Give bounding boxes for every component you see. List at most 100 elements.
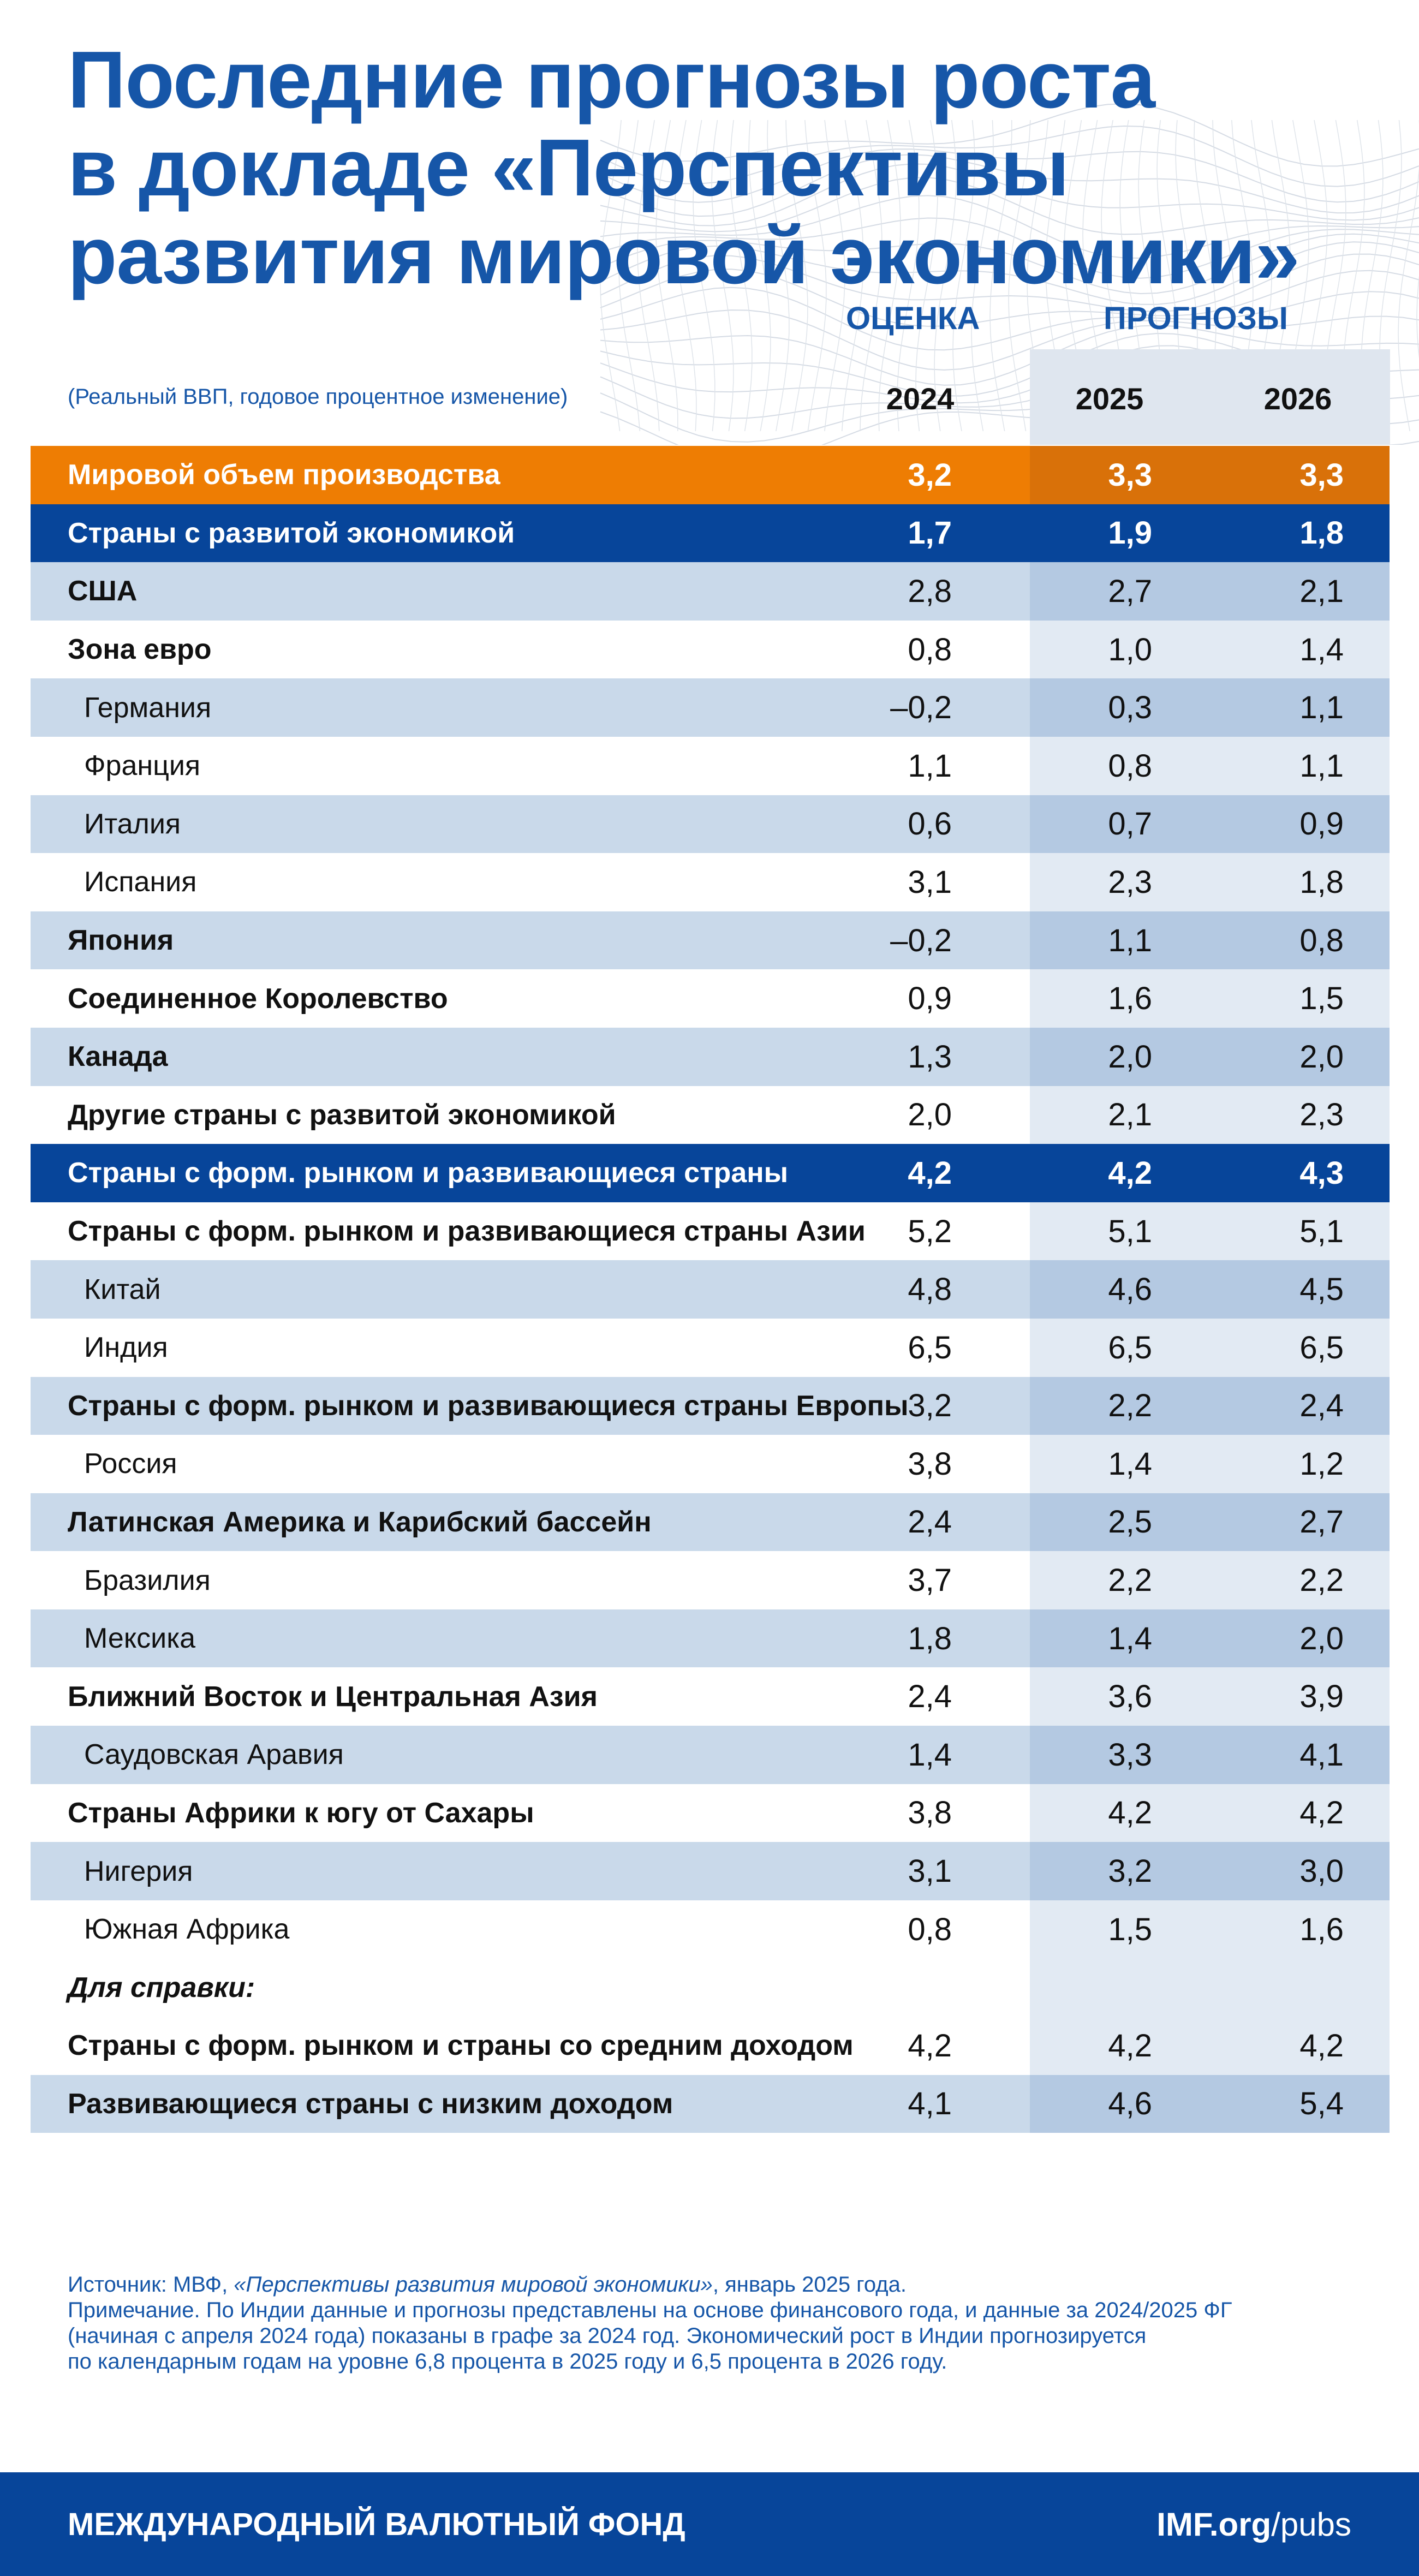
row-label: Китай (84, 1273, 161, 1305)
value-2024: 4,2 (908, 2028, 952, 2064)
value-2025: 1,4 (1108, 1620, 1152, 1656)
value-2026: 1,1 (1299, 690, 1344, 726)
mesh-line (748, 120, 771, 432)
growth-table: Мировой объем производства 3,2 3,3 3,3 Стран… (31, 446, 1390, 2133)
table-row: Саудовская Аравия 1,4 3,3 4,1 (31, 1726, 1390, 1784)
value-2024: 4,2 (908, 1155, 952, 1191)
projection-cell-shade (1030, 853, 1390, 911)
value-2025: 3,3 (1108, 1737, 1152, 1773)
table-row: Франция 1,1 0,8 1,1 (31, 736, 1390, 795)
value-2025: 1,5 (1108, 1911, 1152, 1947)
value-2026: 2,0 (1299, 1039, 1344, 1075)
value-2026 (1235, 1958, 1344, 2017)
year-header-2026: 2026 (1263, 381, 1332, 416)
estimate-header: ОЦЕНКА (846, 301, 980, 336)
table-row: Канада 1,3 2,0 2,0 (31, 1027, 1390, 1086)
mesh-line (841, 120, 864, 432)
table-row: Италия 0,6 0,7 0,9 (31, 795, 1390, 854)
value-2025: 2,1 (1108, 1097, 1152, 1133)
table-row: Развивающиеся страны с низким доходом 4,1… (31, 2074, 1390, 2133)
row-label: Для справки: (68, 1971, 255, 2003)
table-row: Зона евро 0,8 1,0 1,4 (31, 620, 1390, 679)
mesh-line (637, 120, 660, 432)
value-2026: 1,2 (1299, 1446, 1344, 1482)
value-2025: 2,0 (1108, 1039, 1152, 1075)
value-2024: 0,9 (908, 981, 952, 1017)
projection-cell-shade (1030, 1493, 1390, 1552)
table-row: Россия 3,8 1,4 1,2 (31, 1435, 1390, 1493)
row-label: Ближний Восток и Центральная Азия (68, 1680, 598, 1713)
row-label: Латинская Америка и Карибский бассейн (68, 1506, 652, 1538)
value-2025: 4,2 (1108, 2028, 1152, 2064)
value-2024: 3,2 (908, 457, 952, 493)
mesh-line (1008, 120, 1031, 432)
row-label: Италия (84, 808, 181, 840)
value-2025: 2,2 (1108, 1563, 1152, 1599)
value-2025: 2,2 (1108, 1388, 1152, 1424)
row-label: Другие страны с развитой экономикой (68, 1099, 616, 1131)
website-link[interactable]: IMF.org/pubs (1156, 2472, 1351, 2576)
projection-cell-shade (1030, 1202, 1390, 1261)
value-2024: –0,2 (890, 690, 952, 726)
projection-cell-shade (1030, 1551, 1390, 1609)
table-row: Ближний Восток и Центральная Азия 2,4 3,6 3… (31, 1667, 1390, 1726)
table-row: Германия –0,2 0,3 1,1 (31, 678, 1390, 737)
table-row: Испания 3,1 2,3 1,8 (31, 853, 1390, 911)
value-2025: 4,6 (1108, 2086, 1152, 2122)
projection-cell-shade (1030, 620, 1390, 679)
row-label: Саудовская Аравия (84, 1739, 344, 1771)
projection-cell-shade (1030, 1027, 1390, 1086)
table-row: Страны с развитой экономикой 1,7 1,9 1,8 (31, 504, 1390, 563)
mesh-line (600, 269, 1419, 327)
footnotes: Источник: МВФ, «Перспективы развития мир… (68, 2272, 1394, 2375)
value-2026: 2,2 (1299, 1563, 1344, 1599)
value-2026: 4,3 (1299, 1155, 1344, 1191)
mesh-line (971, 120, 994, 432)
mesh-line (989, 120, 1012, 432)
row-label: Мексика (84, 1623, 196, 1655)
value-2026: 1,4 (1299, 631, 1344, 667)
value-2024: 3,8 (908, 1446, 952, 1482)
value-2026: 1,8 (1299, 864, 1344, 900)
mesh-line (711, 120, 734, 432)
projection-cell-shade (1030, 911, 1390, 970)
projection-cell-shade (1030, 1318, 1390, 1377)
table-row: Нигерия 3,1 3,2 3,0 (31, 1842, 1390, 1900)
title-line: в докладе «Перспективы (68, 123, 1069, 213)
footer-bar: МЕЖДУНАРОДНЫЙ ВАЛЮТНЫЙ ФОНД IMF.org/pubs (0, 2472, 1419, 2576)
title-line: развития мировой экономики» (68, 211, 1300, 301)
mesh-line (952, 120, 975, 432)
value-2024: 1,3 (908, 1039, 952, 1075)
table-row: Латинская Америка и Карибский бассейн 2,4… (31, 1493, 1390, 1552)
value-2024: 3,1 (908, 864, 952, 900)
table-row: Соединенное Королевство 0,9 1,6 1,5 (31, 969, 1390, 1028)
projection-cell-shade (1030, 562, 1390, 621)
row-label: Индия (84, 1332, 168, 1364)
value-2026: 2,1 (1299, 573, 1344, 609)
projection-cell-shade (1030, 446, 1390, 504)
table-row: Китай 4,8 4,6 4,5 (31, 1260, 1390, 1319)
source-suffix: , январь 2025 года. (712, 2273, 907, 2297)
value-2024: 1,8 (908, 1620, 952, 1656)
mesh-line (600, 120, 622, 432)
value-2024: 0,8 (908, 1911, 952, 1947)
value-2025: 3,3 (1108, 457, 1152, 493)
row-label: Россия (84, 1448, 177, 1480)
value-2024: 4,8 (908, 1272, 952, 1308)
value-2024: 3,2 (908, 1388, 952, 1424)
value-2024: 2,4 (908, 1504, 952, 1540)
value-2026: 4,2 (1299, 2028, 1344, 2064)
value-2025: 5,1 (1108, 1213, 1152, 1249)
value-2025: 2,7 (1108, 573, 1152, 609)
mesh-line (600, 177, 1419, 235)
row-label: Франция (84, 750, 201, 782)
value-2025: 1,6 (1108, 981, 1152, 1017)
row-label: Испания (84, 866, 197, 898)
table-row: Страны с форм. рынком и развивающиеся ст… (31, 1376, 1390, 1435)
row-label: Страны с форм. рынком и развивающиеся ст… (68, 1215, 866, 1248)
website-path: /pubs (1271, 2506, 1351, 2543)
year-header-2024: 2024 (886, 381, 955, 416)
mesh-line (897, 120, 920, 432)
table-row: Другие страны с развитой экономикой 2,0 2,… (31, 1086, 1390, 1144)
projection-cell-shade (1030, 2074, 1390, 2133)
